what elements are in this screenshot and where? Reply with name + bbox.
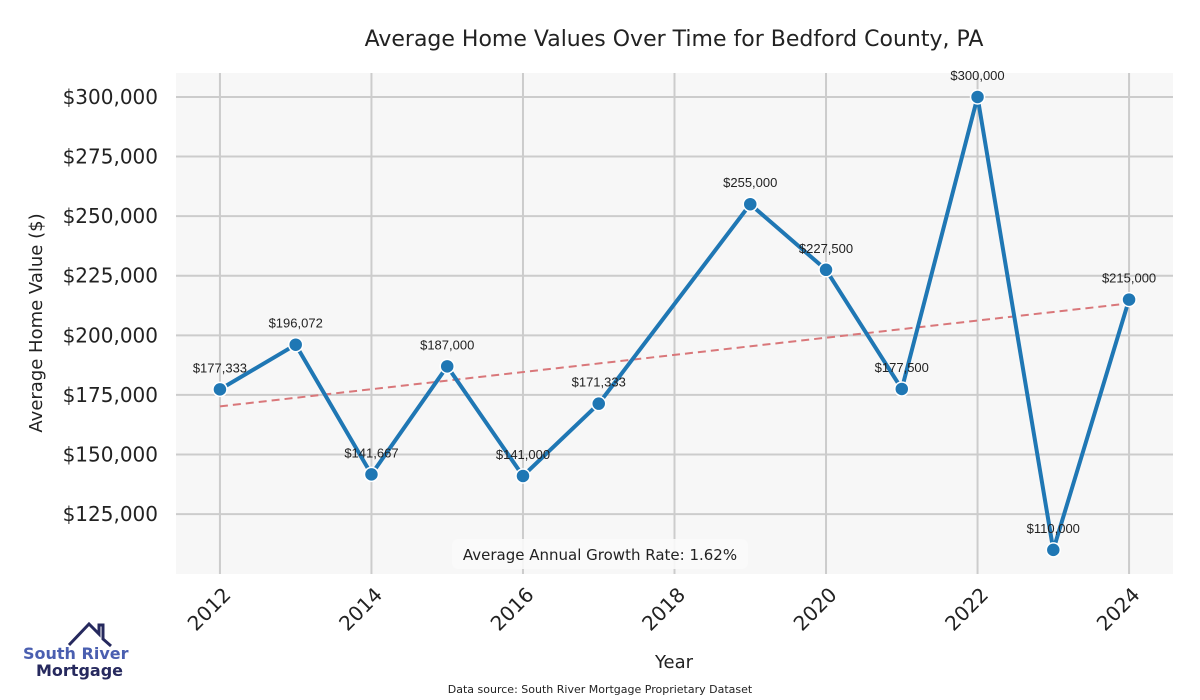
- series-line: [218, 94, 1131, 552]
- data-point: [969, 89, 986, 105]
- data-point: [363, 466, 380, 483]
- y-axis-label: Average Home Value ($): [26, 213, 47, 432]
- data-label: $215,000: [1102, 271, 1156, 286]
- x-tick-label: 2016: [486, 583, 539, 636]
- house-icon: [67, 621, 112, 648]
- y-tick-label: $175,000: [63, 383, 158, 407]
- growth-rate-annotation: Average Annual Growth Rate: 1.62%: [463, 546, 737, 564]
- data-label: $196,072: [269, 316, 323, 331]
- data-label: $141,000: [496, 447, 550, 462]
- logo: South River Mortgage: [23, 621, 129, 680]
- data-label: $177,500: [875, 360, 929, 375]
- data-point: [742, 196, 759, 212]
- logo-line2: Mortgage: [36, 661, 123, 680]
- x-tick-label: 2018: [637, 583, 690, 636]
- data-label: $171,333: [572, 375, 626, 390]
- data-point: [894, 381, 910, 397]
- data-point: [590, 395, 607, 412]
- logo-line1: South River: [23, 644, 129, 663]
- y-tick-label: $150,000: [63, 443, 158, 467]
- data-point: [1045, 542, 1062, 558]
- data-point: [1121, 291, 1137, 308]
- data-point: [287, 336, 304, 353]
- data-label: $300,000: [950, 68, 1004, 83]
- y-tick-label: $125,000: [63, 502, 158, 526]
- data-point: [818, 262, 834, 278]
- y-tick-label: $200,000: [63, 323, 158, 347]
- y-tick-label: $225,000: [63, 264, 158, 288]
- data-label: $177,333: [193, 360, 247, 375]
- data-source: Data source: South River Mortgage Propri…: [448, 683, 753, 696]
- annotation-box: [452, 539, 748, 569]
- data-point: [515, 468, 531, 484]
- data-label: $110,000: [1027, 521, 1080, 536]
- x-tick-label: 2024: [1092, 583, 1145, 636]
- trend-line: [219, 302, 1130, 408]
- x-tick-label: 2014: [334, 583, 387, 636]
- data-point: [439, 358, 455, 375]
- data-label: $227,500: [799, 241, 853, 256]
- y-tick-label: $250,000: [63, 204, 158, 228]
- data-point: [212, 381, 228, 398]
- y-tick-label: $275,000: [63, 145, 158, 169]
- x-tick-label: 2012: [183, 583, 236, 636]
- data-label: $187,000: [420, 337, 474, 352]
- y-tick-label: $300,000: [63, 85, 158, 109]
- x-axis-label: Year: [654, 652, 694, 673]
- chart-title: Average Home Values Over Time for Bedfor…: [365, 27, 984, 52]
- x-tick-label: 2022: [940, 583, 993, 636]
- data-label: $255,000: [723, 175, 777, 190]
- data-label: $141,667: [344, 445, 398, 460]
- x-tick-label: 2020: [789, 583, 842, 636]
